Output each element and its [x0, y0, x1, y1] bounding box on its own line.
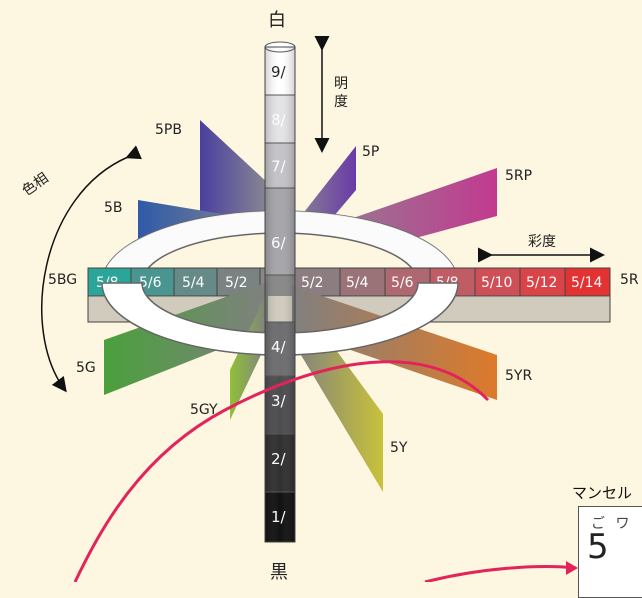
hue-label: 色相 — [19, 169, 52, 199]
hue-label-5P: 5P — [362, 144, 379, 160]
chroma-chip-right — [564, 267, 611, 297]
hue-label-5Y: 5Y — [390, 440, 408, 456]
connector-curve-right — [424, 565, 577, 582]
chroma-chip-right-label: 5/14 — [571, 275, 603, 291]
chroma-chip-right-label: 5/10 — [481, 275, 512, 291]
white-label: 白 — [268, 10, 286, 31]
chroma-chip-right-label: 5/4 — [346, 275, 369, 291]
inset-title: マンセル — [572, 484, 633, 502]
value-label-2: 度 — [334, 94, 348, 110]
black-label: 黒 — [270, 562, 288, 582]
chroma-chip-right-label: 5/12 — [526, 275, 557, 291]
hue-ring-front — [101, 282, 459, 356]
hue-label-5G: 5G — [76, 360, 96, 376]
chroma-chip-right-label: 5/6 — [391, 275, 414, 291]
munsell-color-solid-diagram: 5/85/65/45/25/25/45/65/85/105/125/14 9/8… — [19, 10, 639, 582]
value-label-1: 明 — [334, 76, 348, 92]
hue-label-5RP: 5RP — [505, 168, 532, 184]
inset-small-text: ご ワ — [591, 516, 633, 532]
chroma-chip-left-label: 5/4 — [182, 275, 205, 291]
hue-label-5YR: 5YR — [505, 368, 532, 384]
chroma-label: 彩度 — [528, 234, 556, 250]
hue-arrow — [41, 145, 142, 393]
chroma-chip-right — [474, 267, 521, 297]
inset-box: ご ワ 5 — [578, 506, 642, 598]
hue-label-5BG: 5BG — [48, 272, 77, 288]
hue-label-5GY: 5GY — [190, 402, 218, 418]
hue-leaf-5GY — [230, 290, 268, 420]
connector-curve-left — [73, 360, 490, 582]
chroma-chip-left-label: 5/2 — [225, 275, 248, 291]
connector-arrowhead — [566, 561, 578, 575]
chroma-chip-right-label: 5/2 — [301, 275, 324, 291]
hue-label-5R: 5R — [620, 272, 639, 288]
chroma-chip-left-label: 5/6 — [139, 275, 162, 291]
inset-big-text: 5 — [587, 527, 609, 567]
hue-label-5PB: 5PB — [155, 122, 182, 138]
hue-label-5B: 5B — [104, 200, 123, 216]
chroma-chip-left — [173, 267, 218, 297]
